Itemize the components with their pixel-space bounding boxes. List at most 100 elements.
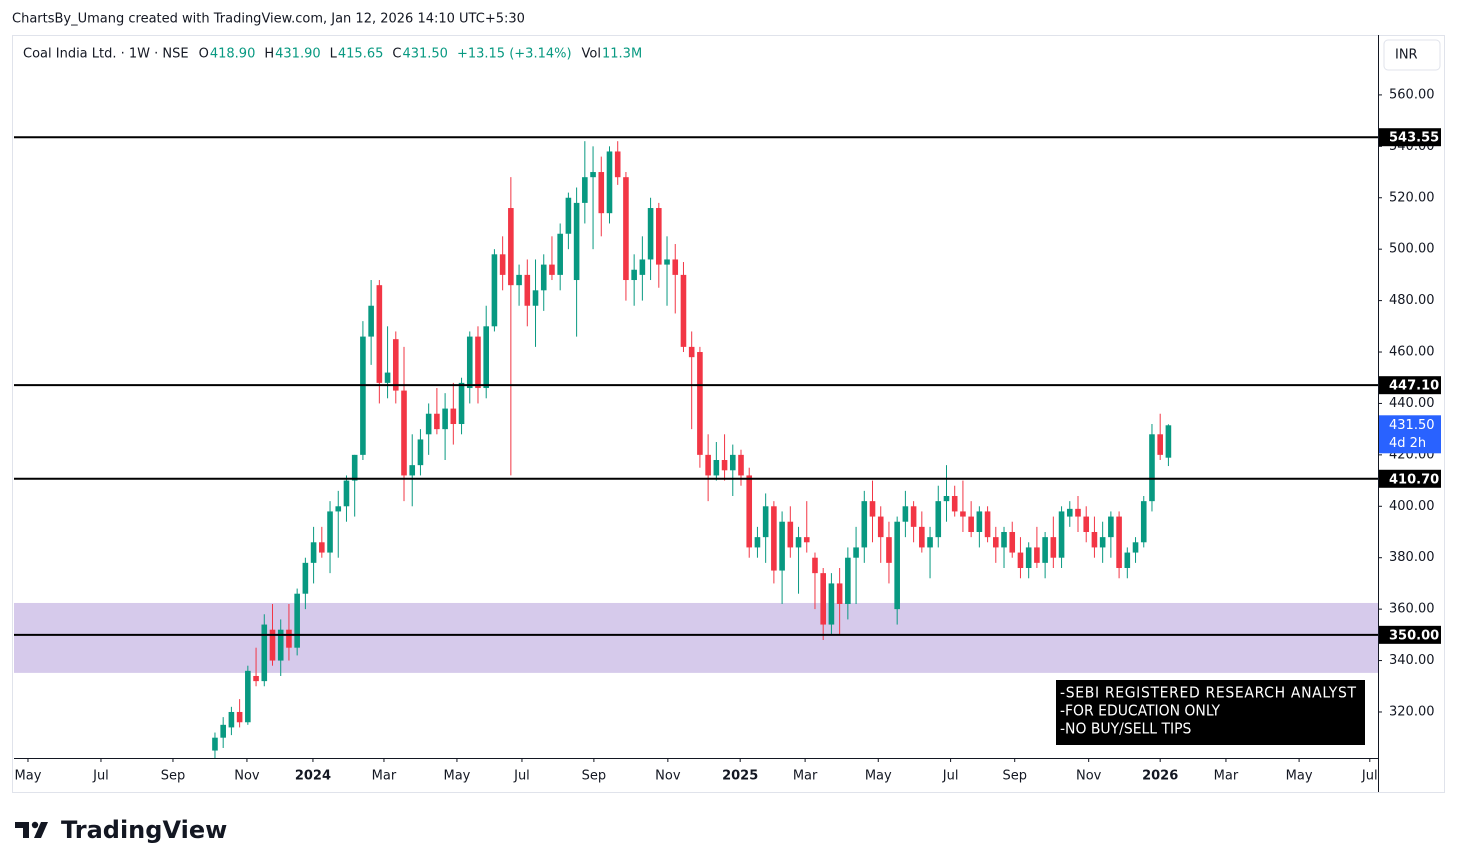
x-tick-label: Sep [582, 769, 607, 784]
candle-body [573, 202, 580, 281]
candle-body [483, 326, 490, 389]
x-tick-label: 2024 [295, 769, 331, 784]
volume-value: 11.3M [602, 47, 642, 62]
x-tick-label: Nov [1076, 769, 1102, 784]
y-tick-label: 520.00 [1389, 190, 1435, 205]
candle-body [894, 521, 900, 610]
candle-body [1165, 425, 1172, 458]
x-tick-label: Jul [942, 769, 959, 784]
candle-body [1058, 511, 1065, 558]
level-label-bg [1379, 376, 1441, 395]
candle-body [368, 305, 374, 337]
candle-body [861, 501, 868, 548]
currency[interactable]: INR [1395, 48, 1418, 63]
candle-body [886, 537, 892, 563]
y-tick-label: 500.00 [1389, 242, 1435, 257]
candle-body [639, 259, 646, 275]
candle-body [664, 259, 670, 265]
level-label: 447.10 [1389, 379, 1439, 394]
candle-body [738, 454, 744, 476]
x-tick-label: May [1286, 769, 1313, 784]
y-tick-label: 460.00 [1389, 345, 1435, 360]
y-tick-label: 560.00 [1389, 87, 1435, 102]
x-tick-label: Mar [1214, 769, 1239, 784]
candle-body [984, 511, 991, 538]
x-tick-label: 2026 [1142, 769, 1178, 784]
candle-body [327, 511, 333, 553]
candle-body [565, 197, 572, 234]
level-label: 543.55 [1389, 131, 1439, 146]
level-label: 410.70 [1389, 472, 1439, 487]
candle-body [508, 208, 514, 286]
candle-body [1025, 547, 1032, 568]
countdown: 4d 2h [1389, 436, 1426, 451]
candle-body [729, 454, 736, 471]
candle-body [1042, 537, 1048, 563]
note: -SEBI REGISTERED RESEARCH ANALYST [1060, 684, 1356, 702]
candle-body [598, 172, 605, 214]
candle-body [943, 496, 950, 502]
candle-body [853, 547, 859, 558]
candle-body [927, 537, 933, 548]
x-tick-label: Mar [793, 769, 818, 784]
candle-body [836, 583, 843, 604]
time-axis: May Jul Sep Nov 2024 Mar May Jul Sep Nov 2025 Mar Ma… [15, 758, 1378, 784]
candle-body [1132, 542, 1139, 553]
candle-body [1124, 552, 1131, 568]
notes: -SEBI REGISTERED RESEARCH ANALYST-FOR ED… [1060, 684, 1356, 738]
candle-body [1001, 531, 1007, 548]
candle-body [1009, 531, 1016, 553]
candle-body [319, 542, 325, 553]
attribution: ChartsBy_Umang created with TradingView.… [12, 12, 525, 27]
ohlc-key: H [264, 47, 274, 62]
candle-body [590, 172, 596, 178]
candle-body [845, 557, 851, 604]
candle-body [1157, 434, 1163, 455]
currency-button[interactable] [1383, 39, 1441, 71]
candle-body [614, 151, 621, 178]
candle-body [902, 506, 909, 522]
candle-body [384, 372, 391, 383]
candle-body [820, 573, 826, 625]
level-label-bg [1379, 128, 1441, 147]
candle-body [688, 346, 695, 358]
y-tick-label: 440.00 [1389, 396, 1435, 411]
candle-body [220, 724, 226, 738]
candle-body [935, 501, 942, 538]
candle-body [993, 537, 999, 548]
x-tick-label: Nov [234, 769, 260, 784]
last-price-label: 431.50 [1389, 418, 1435, 433]
candle-body [458, 382, 465, 425]
candle-body [228, 711, 235, 728]
ohlc-value: 431.90 [275, 47, 321, 62]
candle-body [976, 511, 983, 532]
candle-body [623, 177, 629, 281]
level-label: 350.00 [1389, 628, 1439, 643]
candle-body [1149, 434, 1155, 502]
candle-body [869, 501, 876, 517]
x-tick-label: Mar [372, 769, 397, 784]
candle-body [919, 526, 925, 548]
x-tick-label: Jul [1361, 769, 1378, 784]
notes-box [1056, 680, 1365, 745]
x-tick-label: Nov [655, 769, 681, 784]
candle-body [269, 629, 276, 661]
candle-body [631, 269, 637, 281]
candle-body [705, 454, 711, 476]
y-tick-label: 340.00 [1389, 653, 1435, 668]
x-tick-label: May [443, 769, 470, 784]
candle-body [754, 537, 761, 548]
candle-body [532, 290, 539, 306]
candle-body [351, 454, 358, 481]
candle-body [582, 177, 588, 203]
candle-body [647, 208, 654, 260]
candle-body [401, 390, 407, 476]
symbol: Coal India Ltd. · 1W · NSE [23, 47, 189, 62]
logo: TradingView [61, 816, 227, 844]
candle-body [310, 542, 317, 563]
candle-body [812, 557, 818, 574]
x-tick-label: Sep [1002, 769, 1027, 784]
candle-body [417, 439, 424, 466]
support-zone [14, 602, 1378, 673]
candle-body [475, 336, 481, 389]
